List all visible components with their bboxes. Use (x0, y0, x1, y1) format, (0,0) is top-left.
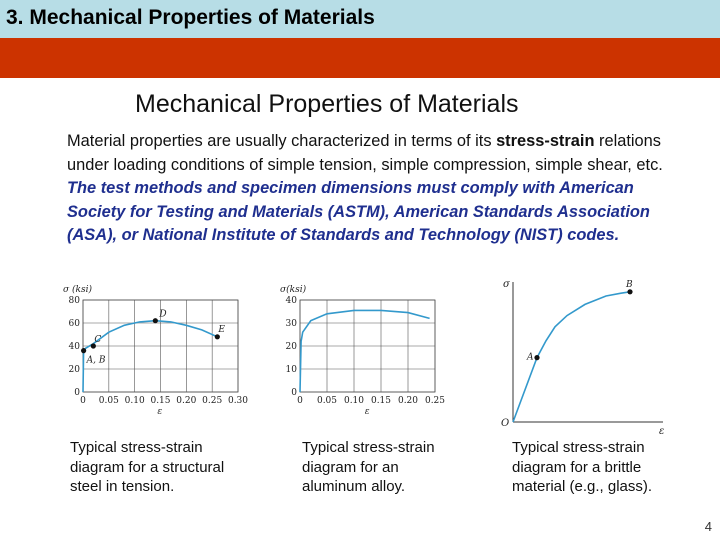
accent-bar (0, 38, 720, 78)
title-bar: 3. Mechanical Properties of Materials (0, 0, 720, 38)
paragraph-text-2: relations under loading conditions of si… (67, 132, 663, 174)
x-tick-label: 0.25 (425, 396, 445, 406)
y-tick-label: 10 (286, 365, 298, 375)
y-axis-label: σ(ksi) (280, 284, 307, 295)
y-tick-label: 20 (69, 365, 81, 375)
embedded-figure: Mechanical Properties of Materials Mater… (55, 82, 683, 504)
y-axis-label: σ (503, 279, 511, 290)
x-tick-label: 0.15 (150, 396, 170, 406)
point-label: A, B (86, 356, 106, 366)
origin-label: O (501, 418, 509, 429)
y-tick-label: 30 (286, 319, 298, 329)
point-label: E (217, 325, 225, 335)
x-tick-label: 0.25 (202, 396, 222, 406)
data-point (152, 318, 158, 324)
x-tick-label: 0.20 (398, 396, 418, 406)
x-tick-label: 0.05 (317, 396, 337, 406)
data-point (627, 289, 633, 295)
x-axis-label: ε (659, 426, 664, 437)
series-line (299, 309, 430, 393)
page-number: 4 (704, 519, 712, 534)
point-label: C (94, 335, 101, 345)
x-tick-label: 0 (297, 396, 303, 406)
paragraph-bold-term: stress-strain (496, 132, 595, 150)
x-axis-label: ε (365, 407, 370, 417)
x-tick-label: 0.10 (125, 396, 145, 406)
paragraph-text-1: Material properties are usually characte… (67, 132, 497, 150)
point-label: D (158, 310, 166, 320)
steel-caption: Typical stress-strain diagram for a stru… (70, 439, 225, 495)
series-line (512, 291, 631, 423)
glass-caption: Typical stress-strain diagram for a brit… (512, 439, 653, 495)
aluminum-stress-strain-chart: 0 0.05 0.10 0.15 0.20 0.25 0 10 20 30 40σ(ksi) ε (280, 284, 445, 417)
y-tick-label: 40 (69, 342, 81, 352)
aluminum-caption: Typical stress-strain diagram for an alu… (302, 439, 435, 495)
y-tick-label: 40 (286, 296, 298, 306)
paragraph-emphasis: The test methods and specimen dimensions… (67, 179, 650, 244)
data-point (81, 348, 87, 354)
x-tick-label: 0.30 (228, 396, 248, 406)
x-tick-label: 0.15 (371, 396, 391, 406)
point-label: A (526, 353, 534, 363)
glass-stress-strain-chart: σ ε O A B (501, 279, 664, 437)
point-label: B (625, 280, 633, 290)
y-tick-label: 20 (286, 342, 298, 352)
content-heading: Mechanical Properties of Materials (135, 90, 519, 118)
x-tick-label: 0.20 (176, 396, 196, 406)
data-point (214, 334, 220, 340)
slide-title: 3. Mechanical Properties of Materials (6, 6, 375, 29)
body-paragraph: Material properties are usually characte… (67, 130, 667, 248)
y-tick-label: 0 (74, 388, 80, 398)
y-tick-label: 60 (69, 319, 81, 329)
x-tick-label: 0 (80, 396, 86, 406)
y-tick-label: 0 (291, 388, 297, 398)
x-axis-label: ε (157, 407, 162, 417)
x-tick-label: 0.05 (99, 396, 119, 406)
y-tick-label: 80 (69, 296, 81, 306)
x-tick-label: 0.10 (344, 396, 364, 406)
steel-stress-strain-chart: 0 0.05 0.10 0.15 0.20 0.25 0.30 0 20 40 60 80σ (ksi… (63, 284, 248, 417)
data-point (534, 355, 540, 361)
data-point (90, 343, 96, 349)
y-axis-label: σ (ksi) (63, 284, 92, 295)
